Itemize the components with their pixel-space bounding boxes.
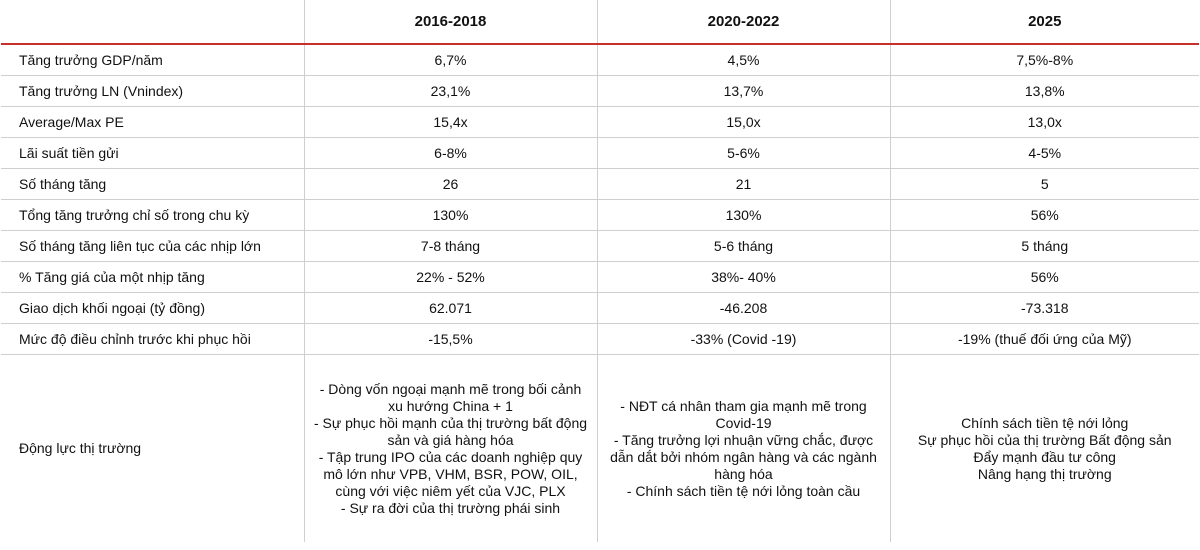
table-row: Lãi suất tiền gửi 6-8% 5-6% 4-5% [1,137,1199,169]
table-row: Giao dịch khối ngoại (tỷ đồng) 62.071 -4… [1,292,1199,324]
cell-value: 5 [889,168,1199,200]
driver-item: - Tập trung IPO của các doanh nghiệp quy… [318,448,583,499]
cell-value: 13,7% [596,75,890,107]
driver-item: - Sự phục hồi mạnh của thị trường bất độ… [313,414,588,448]
driver-item: Đẩy mạnh đầu tư công [973,448,1116,465]
driver-item: - Sự ra đời của thị trường phái sinh [340,499,561,516]
cell-value: 26 [303,168,597,200]
cell-value: 38%- 40% [596,261,890,293]
cell-value: 7-8 tháng [303,230,597,262]
table-row: Tăng trưởng LN (Vnindex) 23,1% 13,7% 13,… [1,75,1199,107]
driver-item: Sự phục hồi của thị trường Bất động sản [917,431,1172,448]
cell-value: 6-8% [303,137,597,169]
cell-value: 5-6% [596,137,890,169]
header-2025: 2025 [889,0,1199,44]
cell-value: 56% [889,261,1199,293]
row-label: Tổng tăng trưởng chỉ số trong chu kỳ [1,199,304,231]
cell-value: -19% (thuế đối ứng của Mỹ) [889,323,1199,355]
cell-value: 4-5% [889,137,1199,169]
drivers-2020-2022: - NĐT cá nhân tham gia mạnh mẽ trong Cov… [596,354,890,542]
table-row: Mức độ điều chỉnh trước khi phục hồi -15… [1,323,1199,355]
header-empty [1,0,304,44]
drivers-label: Động lực thị trường [19,440,142,456]
driver-item: Chính sách tiền tệ nới lỏng [961,414,1129,431]
cell-value: 13,0x [889,106,1199,138]
cell-value: 15,4x [303,106,597,138]
cell-value: 15,0x [596,106,890,138]
driver-item: Nâng hạng thị trường [977,465,1112,482]
cell-value: 130% [596,199,890,231]
cell-value: -15,5% [303,323,597,355]
drivers-row: Động lực thị trường - Dòng vốn ngoại mạn… [1,354,1199,542]
cell-value: -46.208 [596,292,890,324]
row-label: Tăng trưởng LN (Vnindex) [1,75,304,107]
row-label: Lãi suất tiền gửi [1,137,304,169]
table-row: Average/Max PE 15,4x 15,0x 13,0x [1,106,1199,138]
row-label: Số tháng tăng [1,168,304,200]
cell-value: 62.071 [303,292,597,324]
drivers-2025: Chính sách tiền tệ nới lỏng Sự phục hồi … [889,354,1199,542]
row-label: % Tăng giá của một nhịp tăng [1,261,304,293]
header-2020-2022: 2020-2022 [596,0,890,44]
cell-value: 22% - 52% [303,261,597,293]
header-2016-2018: 2016-2018 [303,0,597,44]
cell-value: 23,1% [303,75,597,107]
driver-item: - Dòng vốn ngoại mạnh mẽ trong bối cảnh … [319,380,582,414]
row-label: Giao dịch khối ngoại (tỷ đồng) [1,292,304,324]
driver-item: - Chính sách tiền tệ nới lỏng toàn cầu [626,482,861,499]
cell-value: -33% (Covid -19) [596,323,890,355]
driver-item: - NĐT cá nhân tham gia mạnh mẽ trong Cov… [620,397,867,431]
driver-item: - Tăng trưởng lợi nhuận vững chắc, được … [610,431,877,482]
drivers-2016-2018: - Dòng vốn ngoại mạnh mẽ trong bối cảnh … [303,354,597,542]
cell-value: 56% [889,199,1199,231]
cell-value: 5-6 tháng [596,230,890,262]
row-label: Tăng trưởng GDP/năm [1,44,304,76]
cell-value: 4,5% [596,44,890,76]
row-label: Mức độ điều chỉnh trước khi phục hồi [1,323,304,355]
row-label: Average/Max PE [1,106,304,138]
row-label: Số tháng tăng liên tục của các nhịp lớn [1,230,304,262]
cell-value: 7,5%-8% [889,44,1199,76]
cell-value: 6,7% [303,44,597,76]
cell-value: 21 [596,168,890,200]
table-row: Tăng trưởng GDP/năm 6,7% 4,5% 7,5%-8% [1,44,1199,76]
cell-value: 13,8% [889,75,1199,107]
table-row: Tổng tăng trưởng chỉ số trong chu kỳ 130… [1,199,1199,231]
header-row: 2016-2018 2020-2022 2025 [1,0,1199,44]
table-row: Số tháng tăng liên tục của các nhịp lớn … [1,230,1199,262]
table-row: % Tăng giá của một nhịp tăng 22% - 52% 3… [1,261,1199,293]
cell-value: 5 tháng [889,230,1199,262]
cell-value: 130% [303,199,597,231]
table-row: Số tháng tăng 26 21 5 [1,168,1199,200]
cell-value: -73.318 [889,292,1199,324]
